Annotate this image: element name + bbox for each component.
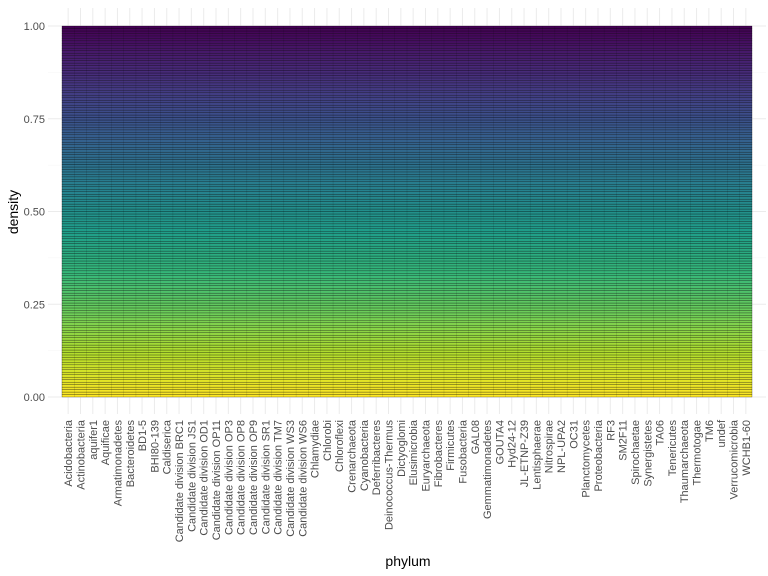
x-tick-label: Armatimonadetes — [112, 420, 124, 507]
x-tick-label: Chlamydiae — [310, 420, 322, 478]
x-tick-label: Chloroflexi — [334, 420, 346, 472]
x-tick-label: Candidate division OP9 — [248, 420, 260, 535]
x-tick-label: Hyd24-12 — [507, 420, 519, 468]
x-tick-label: undef — [716, 419, 728, 447]
x-tick-label: BD1-5 — [137, 420, 149, 451]
x-ticks: Acidobacteria Actinobacteria aquifer1 Aquif… — [63, 419, 753, 542]
x-tick-label: Bacteroidetes — [125, 420, 137, 488]
x-tick-label: Candidate division OD1 — [199, 420, 211, 536]
x-tick-label: Candidate division JS1 — [186, 420, 198, 532]
x-tick-label: Aquificae — [100, 420, 112, 465]
x-tick-label: aquifer1 — [88, 420, 100, 460]
x-tick-label: Fibrobacteres — [433, 420, 445, 488]
x-tick-label: Candidate division OP11 — [211, 420, 223, 540]
x-axis-title: phylum — [385, 553, 430, 569]
x-tick-label: Candidate division WS3 — [285, 420, 297, 537]
x-tick-label: Nitrospirae — [544, 420, 556, 473]
density-bands — [61, 25, 753, 398]
x-tick-label: Candidate division WS6 — [297, 420, 309, 537]
x-tick-label: Candidate division OP8 — [236, 420, 248, 535]
y-tick-label: 0.25 — [24, 299, 45, 311]
x-tick-label: Acidobacteria — [63, 419, 75, 487]
x-tick-label: Dictyoglomi — [396, 420, 408, 477]
x-tick-label: OC31 — [568, 420, 580, 449]
x-tick-label: Actinobacteria — [75, 419, 87, 490]
x-tick-label: Planctomycetes — [581, 420, 593, 498]
x-tick-label: Spirochaetae — [630, 420, 642, 485]
x-tick-label: GOUTA4 — [494, 420, 506, 464]
y-ticks: 0.00 0.25 0.50 0.75 1.00 — [24, 21, 45, 404]
x-tick-label: Euryarchaeota — [420, 419, 432, 491]
x-tick-label: Crenarchaeota — [347, 419, 359, 493]
x-tick-label: Deinococcus-Thermus — [384, 420, 396, 531]
x-tick-label: Tenericutes — [667, 420, 679, 477]
x-tick-label: Thaumarchaeota — [679, 419, 691, 503]
x-tick-label: Candidate division BRC1 — [174, 420, 186, 542]
x-tick-label: SM2F11 — [618, 420, 630, 461]
x-tick-label: Lentisphaerae — [531, 420, 543, 490]
x-tick-label: Synergistetes — [642, 420, 654, 487]
x-tick-label: BHI80-139 — [149, 420, 161, 473]
x-tick-label: TA06 — [655, 420, 667, 445]
x-tick-label: Firmicutes — [445, 420, 457, 471]
x-tick-label: Candidate division TM7 — [273, 420, 285, 535]
x-tick-label: Caldiserica — [162, 419, 174, 474]
x-tick-label: RF3 — [605, 420, 617, 441]
y-tick-label: 0.50 — [24, 207, 45, 219]
y-tick-label: 1.00 — [24, 21, 45, 33]
x-tick-label: Gemmatimonadetes — [482, 420, 494, 520]
y-tick-label: 0.00 — [24, 392, 45, 404]
x-tick-label: Candidate division SR1 — [260, 420, 272, 534]
x-tick-label: Chlorobi — [322, 420, 334, 461]
x-tick-label: GAL08 — [470, 420, 482, 454]
x-tick-label: NPL-UPA2 — [556, 420, 568, 473]
x-tick-label: WCHB1-60 — [741, 420, 753, 476]
density-band — [61, 25, 753, 29]
x-tick-label: Deferribacteres — [371, 420, 383, 496]
x-tick-label: Verrucomicrobia — [729, 419, 741, 499]
x-tick-label: Candidate division OP3 — [223, 420, 235, 535]
x-tick-label: Thermotogae — [692, 420, 704, 485]
x-tick-label: Fusobacteria — [457, 419, 469, 483]
y-tick-label: 0.75 — [24, 114, 45, 126]
y-axis-title: density — [5, 190, 21, 234]
x-tick-label: Proteobacteria — [593, 419, 605, 491]
x-tick-label: TM6 — [704, 420, 716, 442]
x-tick-label: Cyanobacteria — [359, 419, 371, 491]
x-tick-label: Elusimicrobia — [408, 419, 420, 485]
x-tick-label: JL-ETNP-Z39 — [519, 420, 531, 487]
